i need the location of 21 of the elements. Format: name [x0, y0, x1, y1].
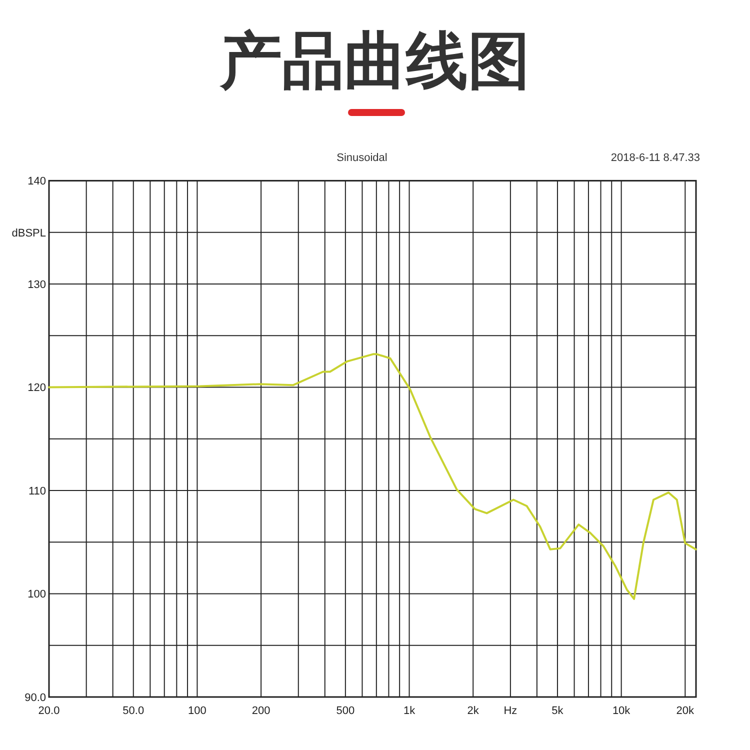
- x-tick-label: 200: [252, 705, 270, 717]
- y-tick-label: 130: [28, 278, 46, 291]
- y-tick-label: 100: [28, 588, 46, 601]
- text: 2018-6-11 8.47.33: [610, 152, 700, 164]
- x-tick-label: 2k: [467, 705, 480, 717]
- x-tick-label: 100: [188, 705, 206, 717]
- x-tick-label: 5k: [552, 705, 564, 717]
- x-tick-label: 50.0: [122, 705, 144, 717]
- chart-subtitle: Sinusoidal: [336, 152, 388, 164]
- x-tick-label: 20.0: [38, 705, 60, 717]
- x-tick-label: 1k: [403, 705, 416, 717]
- y-tick-label: 90.0: [24, 692, 46, 704]
- chart-title: 产品曲线图: [219, 27, 530, 96]
- y-tick-label: 140: [28, 176, 46, 188]
- y-tick-label: 110: [28, 485, 46, 498]
- x-tick-label: 10k: [612, 705, 631, 717]
- x-tick-label: Hz: [504, 705, 518, 717]
- x-tick-label: 500: [336, 705, 355, 717]
- y-tick-label: 120: [28, 382, 46, 394]
- x-tick-label: 20k: [676, 705, 695, 717]
- y-tick-label: dBSPL: [12, 227, 46, 240]
